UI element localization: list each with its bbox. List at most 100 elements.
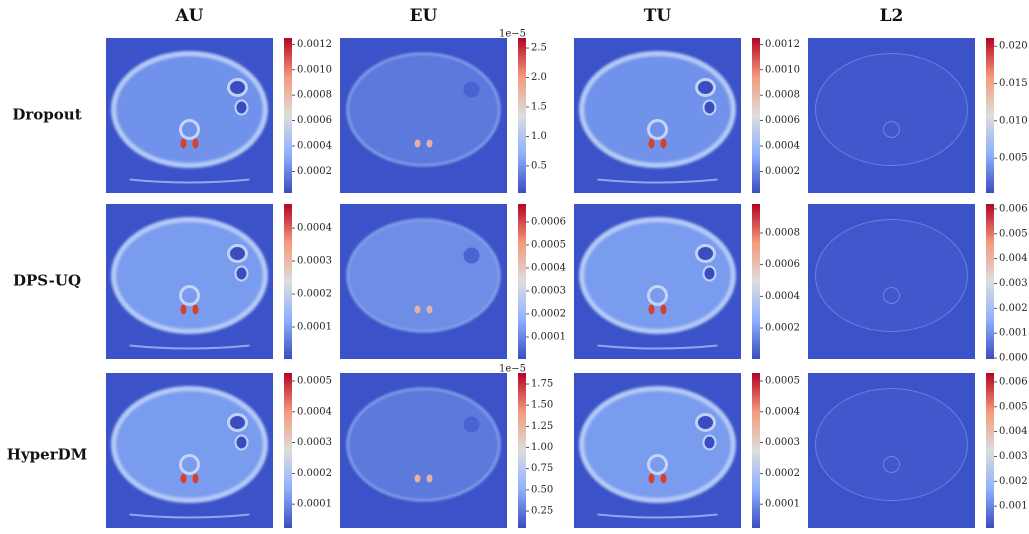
colorbar-tick-label: 0.0004 xyxy=(765,291,800,302)
hot-spot xyxy=(414,139,421,148)
hot-spot xyxy=(192,138,199,149)
body xyxy=(111,51,268,168)
colorbar-tick-label: 0.003 xyxy=(999,451,1028,462)
organ xyxy=(234,99,249,116)
colorbar-tick-label: 0.0003 xyxy=(765,437,800,448)
colorbar-tick-label: 0.015 xyxy=(999,78,1028,89)
hot-spot xyxy=(426,305,433,314)
heatmap-panel xyxy=(106,38,273,193)
heatmap-panel xyxy=(340,373,507,528)
organ xyxy=(695,78,716,97)
organ xyxy=(463,416,480,433)
organ xyxy=(695,244,716,263)
colorbar-tick-label: 0.004 xyxy=(999,253,1028,264)
colorbar xyxy=(518,373,526,528)
colorbar-tick-label: 0.0004 xyxy=(297,223,332,234)
colorbar-tick-label: 0.0001 xyxy=(531,331,566,342)
colorbar-tick-label: 0.020 xyxy=(999,41,1028,52)
colorbar xyxy=(518,38,526,193)
body xyxy=(579,51,736,168)
colorbar-tick-label: 0.0001 xyxy=(765,499,800,510)
colorbar-tick-label: 2.5 xyxy=(531,43,547,54)
spine xyxy=(883,287,900,304)
colorbar xyxy=(752,38,760,193)
colorbar-tick-label: 0.0002 xyxy=(297,468,332,479)
table-line xyxy=(129,513,250,519)
colorbar-tick-label: 0.0002 xyxy=(297,289,332,300)
colorbar-tick-label: 0.0001 xyxy=(297,499,332,510)
colorbar-tick-label: 0.005 xyxy=(999,153,1028,164)
body xyxy=(111,217,268,334)
colorbar xyxy=(284,373,292,528)
colorbar-tick-label: 0.0006 xyxy=(531,216,566,227)
colorbar-tick-label: 0.75 xyxy=(531,463,553,474)
colorbar-tick-label: 0.004 xyxy=(999,426,1028,437)
spine xyxy=(647,285,668,306)
body xyxy=(346,218,501,333)
body xyxy=(579,386,736,503)
body xyxy=(815,53,968,166)
column-header: TU xyxy=(644,6,672,26)
table-line xyxy=(129,178,250,184)
body xyxy=(346,387,501,502)
spine xyxy=(647,119,668,140)
colorbar xyxy=(752,204,760,359)
colorbar-tick-label: 0.0006 xyxy=(297,115,332,126)
colorbar-tick-label: 0.0010 xyxy=(297,64,332,75)
colorbar-tick-label: 0.0002 xyxy=(297,166,332,177)
body xyxy=(579,217,736,334)
organ xyxy=(463,247,480,264)
hot-spot xyxy=(660,304,667,315)
colorbar-tick-label: 1.25 xyxy=(531,421,553,432)
table-line xyxy=(597,513,718,519)
colorbar-tick-label: 0.0005 xyxy=(765,376,800,387)
colorbar-tick-label: 1.0 xyxy=(531,131,547,142)
hot-spot xyxy=(648,138,655,149)
colorbar-tick-label: 0.0008 xyxy=(297,90,332,101)
colorbar-tick-label: 0.0002 xyxy=(765,323,800,334)
colorbar-tick-label: 0.000 xyxy=(999,353,1028,364)
column-header: L2 xyxy=(880,6,904,26)
colorbar-tick-label: 0.010 xyxy=(999,115,1028,126)
heatmap-panel xyxy=(808,373,975,528)
colorbar-tick-label: 1.50 xyxy=(531,400,553,411)
body xyxy=(346,52,501,167)
colorbar-tick-label: 0.0008 xyxy=(765,90,800,101)
table-line xyxy=(597,344,718,350)
spine xyxy=(179,454,200,475)
hot-spot xyxy=(414,305,421,314)
body xyxy=(815,388,968,501)
colorbar-tick-label: 0.0004 xyxy=(531,262,566,273)
colorbar-tick-label: 0.25 xyxy=(531,506,553,517)
colorbar-tick-label: 0.0005 xyxy=(297,376,332,387)
hot-spot xyxy=(180,473,187,484)
column-header: AU xyxy=(174,6,203,26)
colorbar-tick-label: 0.001 xyxy=(999,501,1028,512)
organ xyxy=(227,413,248,432)
spine xyxy=(883,121,900,138)
organ xyxy=(234,434,249,451)
colorbar-tick-label: 0.006 xyxy=(999,203,1028,214)
colorbar-tick-label: 0.0006 xyxy=(765,115,800,126)
row-label: HyperDM xyxy=(7,446,87,464)
colorbar-tick-label: 0.0004 xyxy=(765,406,800,417)
table-line xyxy=(129,344,250,350)
heatmap-panel xyxy=(574,373,741,528)
colorbar-tick-label: 0.0010 xyxy=(765,64,800,75)
heatmap-panel xyxy=(106,204,273,359)
colorbar-offset: 1e−5 xyxy=(499,364,526,375)
colorbar-tick-label: 0.0004 xyxy=(297,140,332,151)
colorbar-tick-label: 0.0004 xyxy=(297,406,332,417)
row-label: Dropout xyxy=(12,106,81,124)
colorbar xyxy=(284,38,292,193)
heatmap-panel xyxy=(340,204,507,359)
colorbar-tick-label: 0.0006 xyxy=(765,259,800,270)
organ xyxy=(695,413,716,432)
colorbar xyxy=(284,204,292,359)
colorbar-tick-label: 0.002 xyxy=(999,476,1028,487)
column-header: EU xyxy=(410,6,438,26)
colorbar-tick-label: 0.0001 xyxy=(297,322,332,333)
spine xyxy=(179,119,200,140)
colorbar-tick-label: 0.0002 xyxy=(765,166,800,177)
